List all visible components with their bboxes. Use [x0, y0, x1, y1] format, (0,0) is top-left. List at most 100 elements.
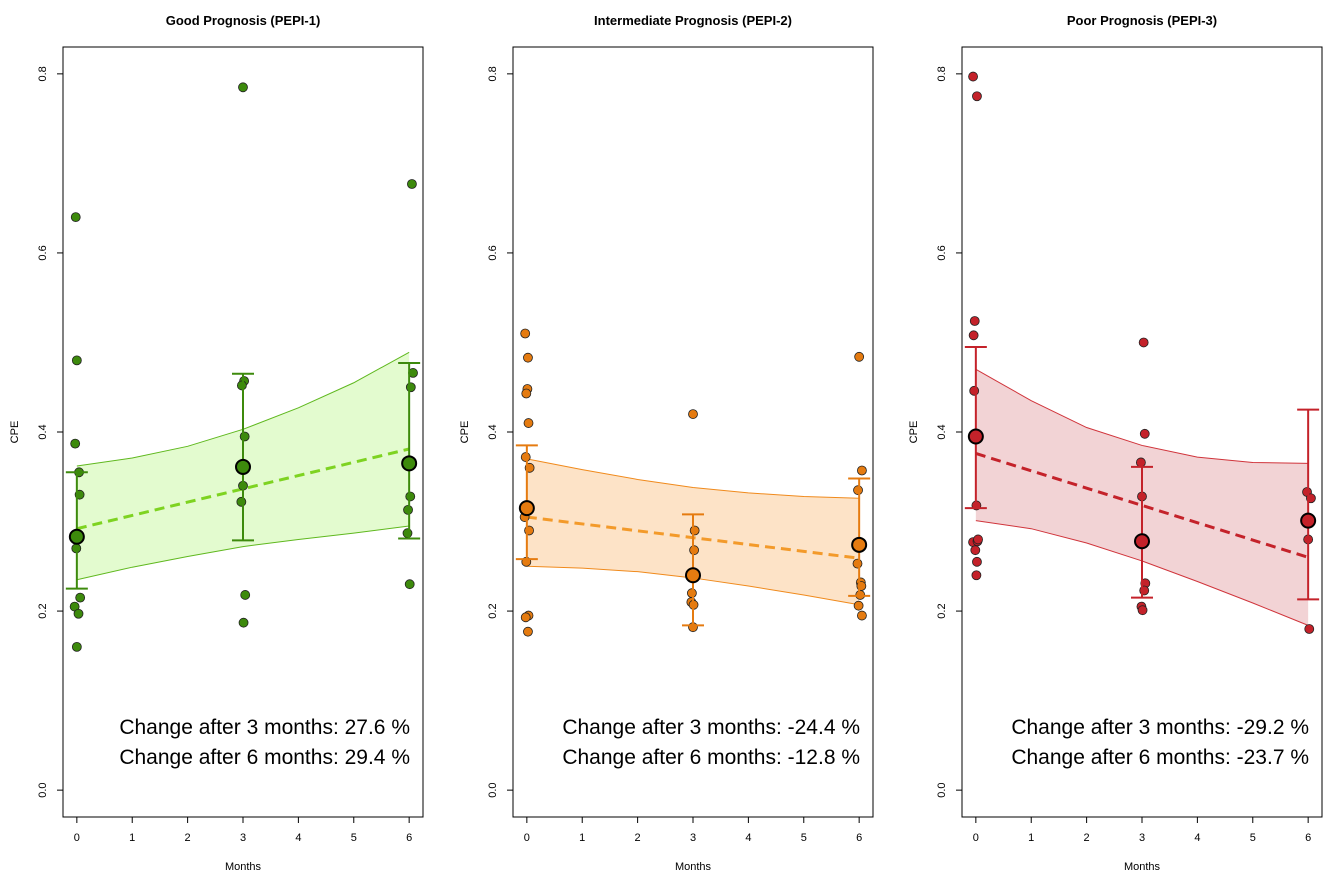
- x-tick-label: 5: [801, 832, 807, 844]
- data-point: [520, 328, 531, 339]
- fit-line: [975, 452, 1309, 559]
- panel-title: Poor Prognosis (PEPI-3): [1067, 13, 1217, 28]
- data-point: [523, 418, 534, 428]
- data-point: [972, 556, 982, 567]
- mean-point: [1300, 512, 1317, 529]
- data-point: [521, 388, 532, 399]
- data-point: [1137, 605, 1148, 616]
- panel-3: Poor Prognosis (PEPI-3) 0 1 2 3 4 5 6 0.0 0.2 0.4 0…: [908, 13, 1323, 872]
- y-axis-label: CPE: [908, 421, 920, 444]
- data-point: [520, 452, 531, 462]
- change-annotation: Change after 6 months: 29.4 %: [119, 746, 410, 769]
- y-tick-label: 0.6: [487, 245, 499, 260]
- x-tick-label: 2: [185, 832, 191, 844]
- band-upper-edge: [526, 458, 860, 499]
- y-tick-label: 0.6: [936, 245, 948, 260]
- change-annotation: Change after 6 months: -23.7 %: [1011, 746, 1309, 769]
- y-tick-label: 0.2: [487, 603, 499, 618]
- data-point: [853, 600, 864, 611]
- x-tick-label: 1: [129, 832, 135, 844]
- x-axis-label: Months: [1124, 861, 1161, 872]
- y-tick-label: 0.4: [37, 424, 49, 439]
- data-point: [968, 330, 979, 341]
- data-point: [523, 352, 533, 363]
- data-point: [70, 212, 81, 223]
- y-tick-label: 0.6: [37, 245, 49, 260]
- band-upper-edge: [975, 368, 1309, 464]
- x-tick-label: 1: [579, 832, 585, 844]
- data-point: [239, 431, 250, 442]
- data-point: [523, 626, 533, 637]
- data-point: [972, 91, 982, 102]
- y-tick-label: 0.0: [487, 782, 499, 797]
- data-point: [973, 534, 983, 545]
- change-annotation: Change after 3 months: -29.2 %: [1011, 716, 1309, 739]
- data-point: [689, 525, 700, 536]
- data-point: [971, 570, 982, 581]
- data-point: [686, 588, 697, 599]
- data-point: [407, 179, 417, 189]
- panel-1: Good Prognosis (PEPI-1) 0 1 2 3 4 5 6 0.0 0.2 0.4 0…: [9, 13, 424, 872]
- x-tick-label: 2: [1084, 832, 1090, 844]
- data-point: [402, 528, 413, 539]
- x-tick-label: 4: [295, 832, 301, 844]
- y-tick-label: 0.2: [936, 603, 948, 618]
- y-tick-label: 0.8: [936, 66, 948, 81]
- data-point: [854, 351, 865, 362]
- data-point: [238, 617, 249, 628]
- x-tick-label: 3: [1139, 832, 1145, 844]
- data-point: [1138, 337, 1149, 348]
- mean-point: [685, 567, 701, 584]
- mean-point: [1134, 533, 1150, 550]
- data-point: [405, 382, 416, 393]
- data-point: [852, 558, 863, 569]
- y-tick-label: 0.2: [37, 603, 49, 618]
- data-point: [857, 465, 867, 476]
- x-axis-label: Months: [675, 861, 712, 872]
- y-tick-label: 0.4: [936, 424, 948, 439]
- data-point: [75, 592, 86, 603]
- mean-point: [967, 428, 984, 445]
- y-tick-label: 0.4: [487, 424, 499, 439]
- panel-title: Intermediate Prognosis (PEPI-2): [594, 13, 792, 28]
- y-tick-label: 0.8: [37, 66, 49, 81]
- data-point: [970, 545, 981, 556]
- data-point: [236, 380, 247, 391]
- x-axis-label: Months: [225, 861, 262, 872]
- x-tick-label: 0: [524, 832, 530, 844]
- data-point: [1135, 457, 1146, 468]
- data-point: [240, 590, 251, 600]
- data-point: [403, 504, 413, 515]
- change-annotation: Change after 6 months: -12.8 %: [562, 746, 860, 769]
- y-tick-label: 0.0: [37, 782, 49, 797]
- x-tick-label: 2: [635, 832, 641, 844]
- x-tick-label: 3: [690, 832, 696, 844]
- x-tick-label: 0: [973, 832, 979, 844]
- data-point: [73, 608, 84, 619]
- mean-point: [851, 536, 868, 553]
- band-lower-edge: [76, 525, 410, 581]
- x-tick-label: 5: [351, 832, 357, 844]
- data-point: [71, 355, 82, 366]
- data-point: [688, 409, 698, 419]
- x-tick-label: 3: [240, 832, 246, 844]
- data-point: [689, 545, 700, 556]
- mean-point: [518, 500, 535, 517]
- data-point: [969, 316, 980, 326]
- data-point: [404, 579, 415, 590]
- x-tick-label: 6: [406, 832, 412, 844]
- x-tick-label: 6: [1305, 832, 1311, 844]
- data-point: [1304, 624, 1315, 634]
- x-tick-label: 1: [1028, 832, 1034, 844]
- x-tick-label: 5: [1250, 832, 1256, 844]
- y-tick-label: 0.8: [487, 66, 499, 81]
- fit-line: [76, 447, 410, 531]
- data-point: [236, 496, 247, 507]
- data-point: [71, 641, 82, 652]
- data-point: [1139, 428, 1150, 439]
- mean-point: [235, 458, 251, 475]
- change-annotation: Change after 3 months: 27.6 %: [119, 716, 410, 739]
- data-point: [857, 610, 867, 621]
- data-point: [238, 82, 248, 93]
